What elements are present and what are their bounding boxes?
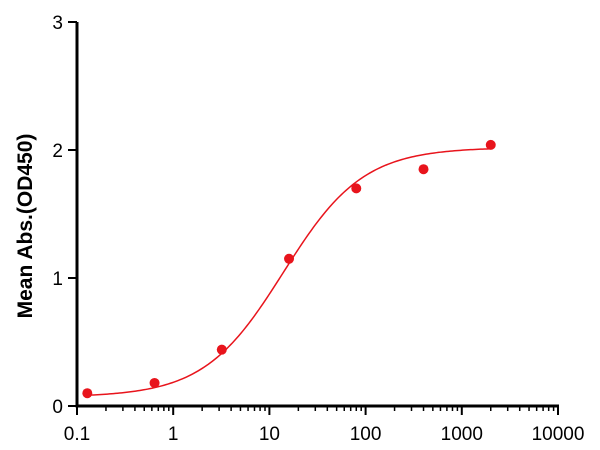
x-tick-label: 10 bbox=[259, 424, 280, 445]
fit-curve-layer bbox=[87, 148, 491, 396]
y-tick-label: 3 bbox=[52, 13, 63, 34]
data-points bbox=[82, 139, 496, 399]
y-tick-label: 1 bbox=[52, 269, 63, 290]
axes bbox=[75, 22, 559, 408]
x-tick-label: 1 bbox=[168, 424, 179, 445]
y-tick-label: 2 bbox=[52, 141, 63, 162]
ticks: 0.1 1 10 100 1000 10000 0 1 2 3 bbox=[52, 13, 584, 445]
x-tick-label: 10000 bbox=[532, 424, 585, 445]
data-point bbox=[418, 164, 429, 175]
y-tick-label: 0 bbox=[52, 397, 63, 418]
data-point bbox=[351, 183, 362, 194]
y-axis-title: Mean Abs.(OD450) bbox=[14, 134, 37, 319]
fit-curve bbox=[87, 148, 491, 396]
x-tick-label: 0.1 bbox=[64, 424, 90, 445]
data-point bbox=[149, 377, 160, 388]
data-point bbox=[216, 344, 227, 355]
x-tick-label: 100 bbox=[350, 424, 382, 445]
x-tick-label: 1000 bbox=[441, 424, 483, 445]
data-point bbox=[284, 253, 295, 264]
data-point bbox=[485, 139, 496, 150]
data-point bbox=[82, 388, 93, 399]
